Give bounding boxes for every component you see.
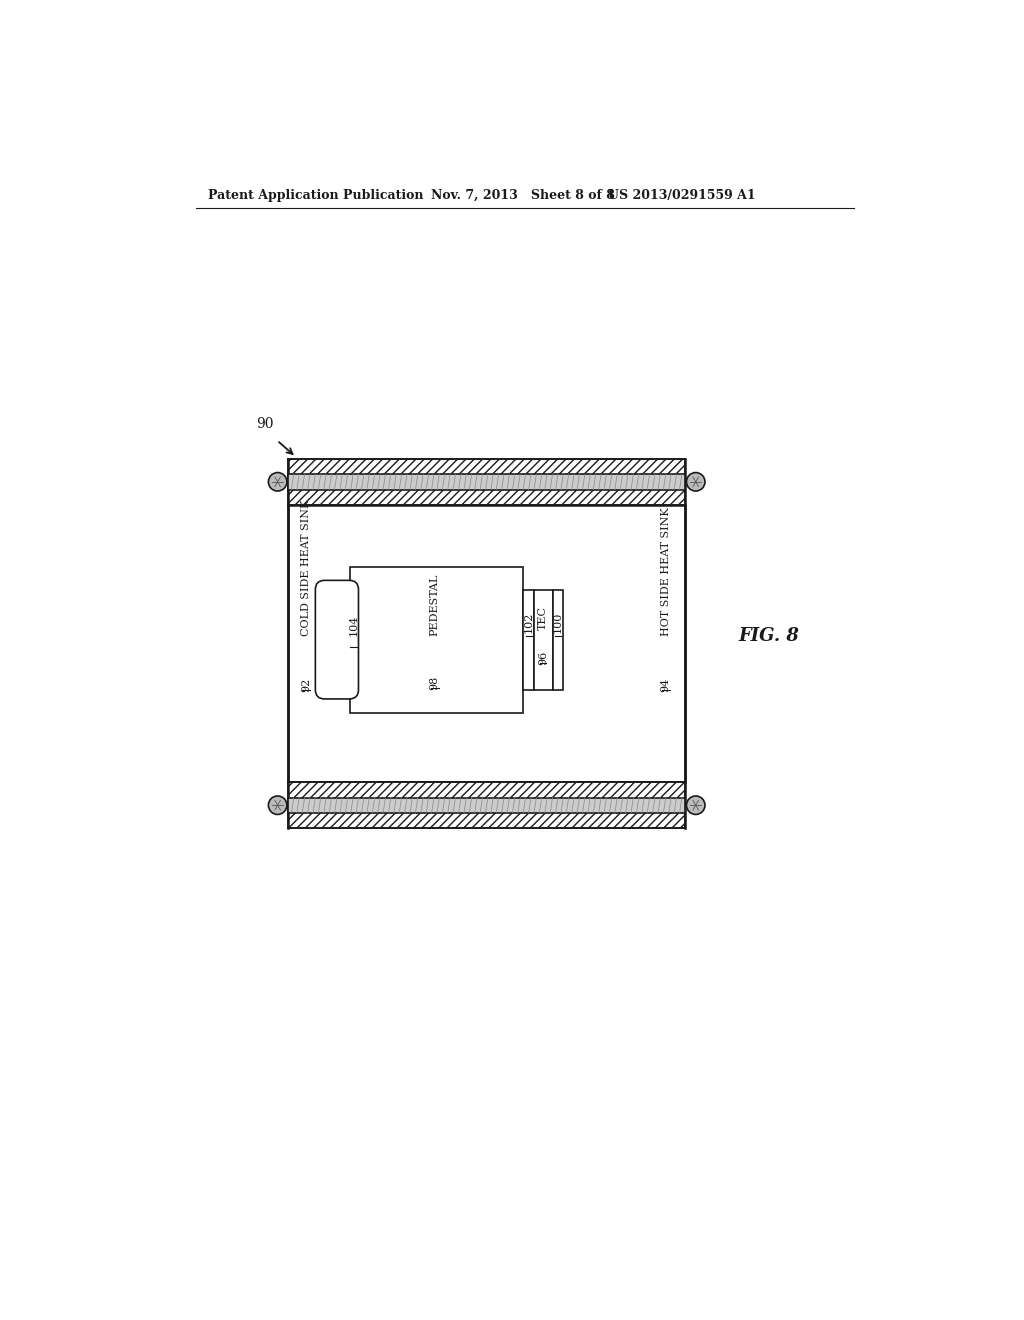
Bar: [553, 590, 563, 689]
Text: 104: 104: [349, 614, 358, 636]
Bar: [337, 586, 351, 693]
Bar: [289, 506, 685, 781]
Text: FIG. 8: FIG. 8: [739, 627, 800, 644]
Text: 100: 100: [553, 612, 563, 634]
Bar: [523, 590, 535, 689]
Circle shape: [686, 796, 705, 814]
Text: 98: 98: [430, 676, 439, 690]
Text: 94: 94: [660, 678, 671, 693]
Bar: [289, 797, 685, 813]
Text: 96: 96: [539, 651, 548, 665]
Text: COLD SIDE HEAT SINK: COLD SIDE HEAT SINK: [301, 499, 311, 636]
FancyBboxPatch shape: [315, 581, 358, 700]
Bar: [350, 566, 523, 713]
Text: TEC: TEC: [539, 606, 548, 631]
Bar: [289, 781, 685, 829]
Circle shape: [268, 473, 287, 491]
Text: Nov. 7, 2013   Sheet 8 of 8: Nov. 7, 2013 Sheet 8 of 8: [431, 189, 614, 202]
Text: PEDESTAL: PEDESTAL: [430, 573, 439, 636]
Text: 92: 92: [301, 678, 311, 693]
Text: 90: 90: [257, 417, 274, 432]
Text: HOT SIDE HEAT SINK: HOT SIDE HEAT SINK: [660, 507, 671, 636]
Circle shape: [686, 473, 705, 491]
Bar: [289, 459, 685, 506]
Bar: [289, 474, 685, 490]
Circle shape: [268, 796, 287, 814]
Text: 102: 102: [523, 612, 534, 634]
Text: US 2013/0291559 A1: US 2013/0291559 A1: [608, 189, 756, 202]
Bar: [535, 590, 553, 689]
Text: Patent Application Publication: Patent Application Publication: [208, 189, 423, 202]
